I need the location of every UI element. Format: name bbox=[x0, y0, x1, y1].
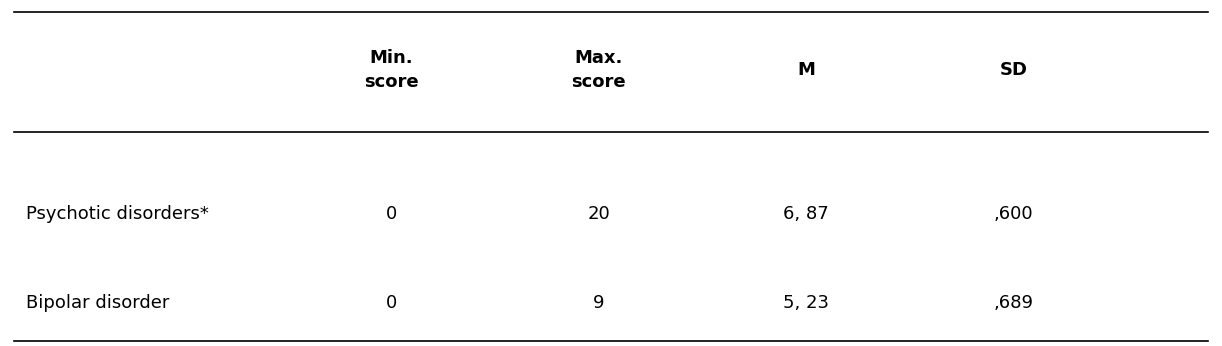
Text: Bipolar disorder: Bipolar disorder bbox=[26, 294, 169, 312]
Text: SD: SD bbox=[1000, 61, 1028, 79]
Text: 0: 0 bbox=[386, 205, 397, 223]
Text: Psychotic disorders*: Psychotic disorders* bbox=[26, 205, 209, 223]
Text: Min.
score: Min. score bbox=[364, 49, 419, 91]
Text: M: M bbox=[797, 61, 815, 79]
Text: ,600: ,600 bbox=[993, 205, 1033, 223]
Text: ,689: ,689 bbox=[993, 294, 1034, 312]
Text: 9: 9 bbox=[593, 294, 605, 312]
Text: Max.
score: Max. score bbox=[572, 49, 626, 91]
Text: 6, 87: 6, 87 bbox=[783, 205, 829, 223]
Text: 20: 20 bbox=[588, 205, 610, 223]
Text: 5, 23: 5, 23 bbox=[783, 294, 829, 312]
Text: 0: 0 bbox=[386, 294, 397, 312]
